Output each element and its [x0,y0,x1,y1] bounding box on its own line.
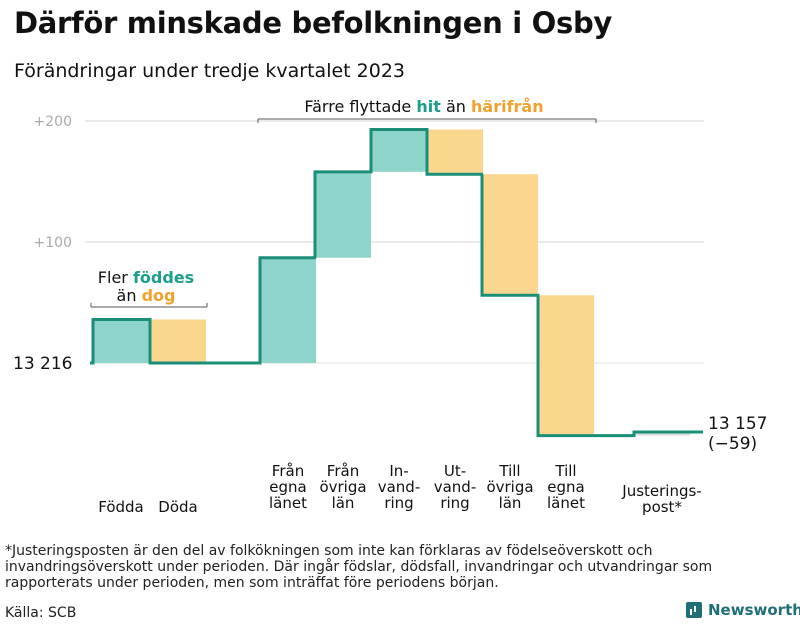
bar-out [482,174,538,296]
bar-out [150,319,206,363]
category-label: In- [389,462,408,480]
bar-in [315,171,371,258]
category-label: egna [547,478,584,496]
bar-out [427,129,483,175]
category-label: Till [498,462,520,480]
category-label: län [499,494,522,512]
bar-in [93,319,149,363]
newsworthy-logo: Newsworthy [686,601,800,619]
category-label: vand- [434,478,477,496]
start-value-label: 13 216 [13,354,72,374]
category-label: Justerings- [621,482,701,500]
cumulative-step-line [90,127,703,438]
chart-title: Därför minskade befolkningen i Osby [14,6,613,40]
bar-adjust [634,431,690,436]
category-label: ring [384,494,413,512]
annotation-births-line1: Fler föddes [98,268,194,287]
y-tick-label: +100 [34,235,72,251]
chart-subtitle: Förändringar under tredje kvartalet 2023 [14,60,406,82]
bar-chart-icon [686,602,702,618]
logo-text: Newsworthy [708,601,800,619]
source-text: Källa: SCB [5,605,77,621]
end-value-label: 13 157 [708,414,767,434]
category-label: ring [440,494,469,512]
category-label: egna [269,478,306,496]
category-label: Födda [98,498,144,516]
y-tick-label: +200 [34,114,72,130]
category-label: övriga [319,478,366,496]
category-label: länet [269,494,307,512]
category-label: län [332,494,355,512]
category-label: Döda [158,498,197,516]
bar-in [371,129,427,172]
category-label: övriga [486,478,533,496]
category-label: Från [327,462,359,480]
category-label: post* [642,498,682,516]
footnote: *Justeringsposten är den del av folkökni… [5,543,713,591]
end-change-label: (−59) [708,434,757,454]
bar-out [538,295,594,436]
bar-in [260,257,316,363]
category-label: Ut- [444,462,466,480]
category-label: Från [272,462,304,480]
category-label: vand- [378,478,421,496]
annotation-migration: Färre flyttade hit än härifrån [304,97,543,116]
category-label: länet [547,494,585,512]
annotation-births-line2: än dog [117,286,176,305]
category-label: Till [554,462,576,480]
